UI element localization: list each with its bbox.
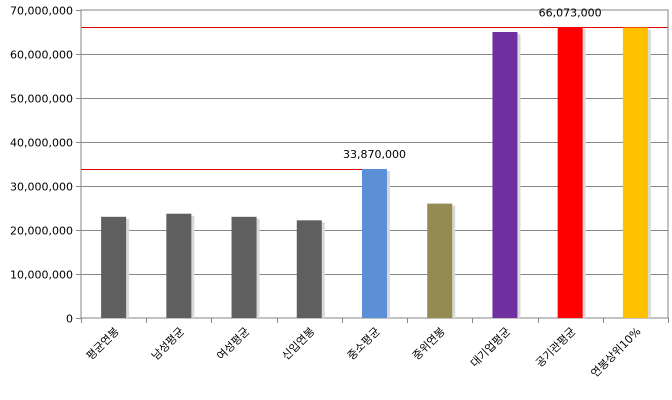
bar-9 (622, 27, 648, 318)
x-tick-label: 중위연봉 (410, 325, 448, 363)
y-tick-label: 0 (66, 313, 73, 326)
x-tick-label: 평균연봉 (84, 325, 122, 363)
y-axis-ticks: 0 10,000,000 20,000,000 30,000,000 40,000,00… (10, 5, 81, 326)
bar-6 (427, 203, 453, 318)
x-tick-label: 남성평균 (149, 325, 187, 363)
bar-3 (231, 216, 257, 318)
y-tick-label: 40,000,000 (10, 137, 73, 150)
x-tick-label: 여성평균 (214, 325, 252, 363)
data-label: 66,073,000 (539, 6, 602, 19)
y-tick-label: 70,000,000 (10, 5, 73, 18)
bar-2 (166, 213, 192, 318)
bar-5 (362, 168, 387, 318)
y-tick-label: 20,000,000 (10, 225, 73, 238)
x-tick-label: 신입연봉 (280, 325, 318, 363)
x-tick-label: 중소평균 (345, 325, 383, 363)
bar-4 (296, 220, 322, 318)
bar-8 (557, 27, 583, 318)
data-labels: 33,870,000 66,073,000 (343, 6, 602, 161)
data-label: 33,870,000 (343, 148, 406, 161)
bar-1 (101, 216, 127, 318)
bar-7 (492, 32, 518, 318)
x-tick-label: 공기관평균 (533, 325, 578, 370)
y-tick-label: 30,000,000 (10, 181, 73, 194)
x-tick-label: 연봉상위10% (588, 325, 643, 380)
x-axis-labels: 평균연봉 남성평균 여성평균 신입연봉 중소평균 중위연봉 대기업평균 공기관평균 연봉상위10… (84, 325, 644, 380)
bars (101, 27, 651, 318)
y-tick-label: 50,000,000 (10, 93, 73, 106)
y-tick-label: 60,000,000 (10, 49, 73, 62)
y-tick-label: 10,000,000 (10, 269, 73, 282)
x-tick-label: 대기업평균 (468, 325, 513, 370)
